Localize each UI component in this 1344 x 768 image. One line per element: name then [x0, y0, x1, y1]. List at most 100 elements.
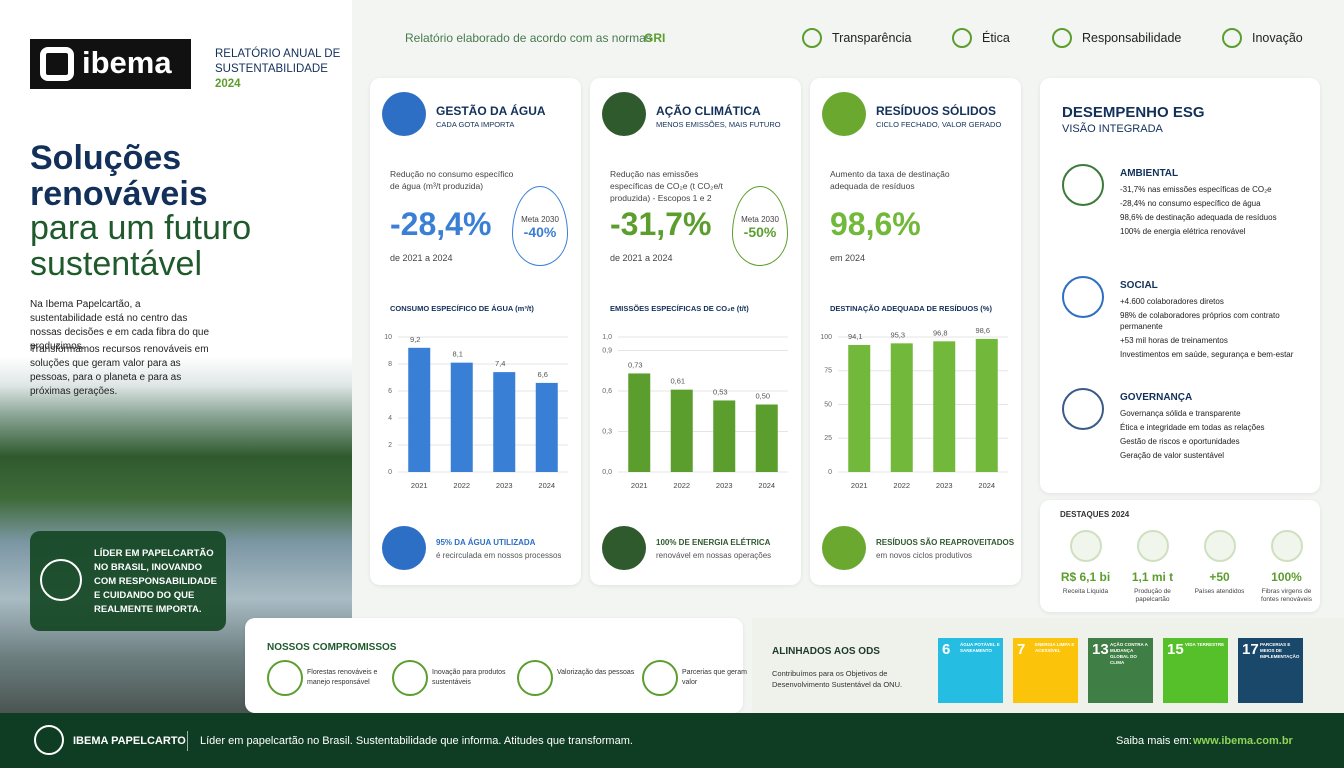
esg-item: Governança sólida e transparente [1120, 409, 1241, 418]
sdg-label: ENERGIA LIMPA E ACESSÍVEL [1035, 642, 1075, 653]
y-tick-label: 0,9 [602, 347, 612, 354]
icon [392, 660, 428, 696]
esg-item: 100% de energia elétrica renovável [1120, 227, 1246, 236]
ods-title: ALINHADOS AOS ODS [772, 646, 880, 657]
sdg-label: ÁGUA POTÁVEL E SANEAMENTO [960, 642, 1000, 653]
kpi-period: em 2024 [830, 253, 866, 263]
card: RESÍDUOS SÓLIDOS CICLO FECHADO, VALOR GER… [810, 78, 1021, 585]
sdg-tile: 17 PARCERIAS E MEIOS DE IMPLEMENTAÇÃO [1238, 638, 1303, 703]
sdg-tile: 6 ÁGUA POTÁVEL E SANEAMENTO [938, 638, 1003, 703]
x-tick-label: 2024 [978, 481, 995, 490]
card: GESTÃO DA ÁGUA CADA GOTA IMPORTA Redução n… [370, 78, 581, 585]
chart-title: DESTINAÇÃO ADEQUADA DE RESÍDUOS (%) [830, 304, 992, 313]
bar [493, 372, 516, 472]
card-subtitle: MENOS EMISSÕES, MAIS FUTURO [656, 120, 781, 129]
sdg-label: VIDA TERRESTRE [1185, 642, 1225, 647]
footer-brand: IBEMA PAPELCARTO [73, 735, 186, 747]
x-tick-label: 2022 [673, 481, 690, 490]
y-tick-label: 10 [384, 334, 392, 341]
sdg-number: 15 [1167, 641, 1184, 658]
target-value: -50% [743, 224, 777, 240]
icon [1052, 28, 1072, 48]
esg-item: -31,7% nas emissões específicas de CO₂e [1120, 185, 1272, 194]
hero-paragraph: Transformamos recursos renováveis em sol… [30, 344, 209, 397]
y-tick-label: 25 [824, 435, 832, 442]
kpi-label: Redução no consumo específico de água (m… [390, 169, 514, 191]
icon [382, 526, 426, 570]
kpi-period: de 2021 a 2024 [390, 253, 453, 263]
bar [713, 400, 736, 472]
value-label: 94,1 [848, 332, 863, 341]
y-tick-label: 50 [824, 401, 832, 408]
icon [1062, 388, 1104, 430]
x-tick-label: 2023 [936, 481, 953, 490]
esg-section-title: GOVERNANÇA [1120, 392, 1193, 403]
footer-divider [187, 731, 188, 751]
sdg-label: AÇÃO CONTRA A MUDANÇA GLOBAL DO CLIMA [1110, 642, 1148, 665]
report-year: 2024 [215, 78, 241, 90]
commitments-panel: NOSSOS COMPROMISSOS Florestas renováveis … [245, 618, 747, 713]
bar [670, 389, 693, 472]
card-subtitle: CADA GOTA IMPORTA [436, 120, 515, 129]
icon [1137, 530, 1169, 562]
target-value: -40% [523, 224, 557, 240]
highlight-value: +50 [1209, 570, 1230, 584]
kpi-value: -28,4% [390, 206, 492, 242]
value-label: 7,4 [495, 359, 505, 368]
icon [822, 526, 866, 570]
chart: 0 25 50 75 100 94,1 2021 95,3 2022 96,8 2023 98,6 20… [820, 326, 1008, 490]
card-subtitle: CICLO FECHADO, VALOR GERADO [876, 120, 1002, 129]
x-tick-label: 2022 [453, 481, 470, 490]
x-tick-label: 2024 [538, 481, 555, 490]
y-tick-label: 8 [388, 361, 392, 368]
bar [535, 382, 558, 472]
logo-text: ibema [82, 45, 172, 80]
report-title: SUSTENTABILIDADE [215, 63, 328, 75]
footer-tagline: Líder em papelcartão no Brasil. Sustenta… [200, 735, 633, 747]
icon [602, 92, 646, 136]
x-tick-label: 2023 [716, 481, 733, 490]
icon [34, 725, 64, 755]
commitment-label: Parcerias que geram valor [682, 669, 747, 686]
icon [382, 92, 426, 136]
esg-item: +4.600 colaboradores diretos [1120, 297, 1224, 306]
value-label: 0,73 [628, 360, 643, 369]
gri-text: Relatório elaborado de acordo com as nor… [405, 31, 652, 45]
value-label: 0,61 [670, 377, 685, 386]
icon [802, 28, 822, 48]
esg-list: Governança sólida e transparente Ética e … [1120, 408, 1310, 464]
chart-title: EMISSÕES ESPECÍFICAS DE CO₂e (t/t) [610, 304, 749, 313]
value-label: 6,6 [538, 370, 548, 379]
esg-panel: DESEMPENHO ESG VISÃO INTEGRADA AMBIENTAL -3… [1040, 78, 1320, 493]
value-label: Inovação [1252, 31, 1303, 45]
ods-panel: ALINHADOS AOS ODS Contribuímos para os Ob… [752, 618, 1344, 713]
esg-item: -28,4% no consumo específico de água [1120, 199, 1261, 208]
y-tick-label: 4 [388, 415, 392, 422]
kpi-label: Redução nas emissões específicas de CO₂e… [610, 169, 723, 203]
card: AÇÃO CLIMÁTICA MENOS EMISSÕES, MAIS FUTUR… [590, 78, 801, 585]
badge: LÍDER EM PAPELCARTÃO NO BRASIL, INOVANDO… [30, 531, 226, 631]
commitments-title: NOSSOS COMPROMISSOS [267, 642, 397, 653]
icon [642, 660, 678, 696]
card-footer-text: é recirculada em nossos processos [436, 551, 562, 560]
icon [952, 28, 972, 48]
icon [1204, 530, 1236, 562]
card-title: AÇÃO CLIMÁTICA [656, 104, 761, 118]
esg-item: Geração de valor sustentável [1120, 451, 1225, 460]
commitment-label: Florestas renováveis e manejo responsáve… [307, 669, 378, 686]
icon [1222, 28, 1242, 48]
bar [848, 344, 871, 472]
y-tick-label: 2 [388, 442, 392, 449]
highlight-label: Receita Líquida [1062, 588, 1109, 595]
y-tick-label: 0,0 [602, 469, 612, 476]
kpi-value: 98,6% [830, 206, 921, 242]
bar [933, 341, 956, 472]
card-footer-bold: RESÍDUOS SÃO REAPROVEITADOS [876, 538, 1015, 547]
commitment-label: Inovação para produtos sustentáveis [432, 669, 506, 686]
value-label: 96,8 [933, 328, 948, 337]
badge-text: LÍDER EM PAPELCARTÃO NO BRASIL, INOVANDO… [94, 548, 217, 615]
sdg-label: PARCERIAS E MEIOS DE IMPLEMENTAÇÃO [1260, 642, 1300, 659]
y-tick-label: 1,0 [602, 334, 612, 341]
hero-paragraph: Na Ibema Papelcartão, a sustentabilidade… [30, 299, 209, 352]
esg-item: Gestão de riscos e oportunidades [1120, 437, 1240, 446]
